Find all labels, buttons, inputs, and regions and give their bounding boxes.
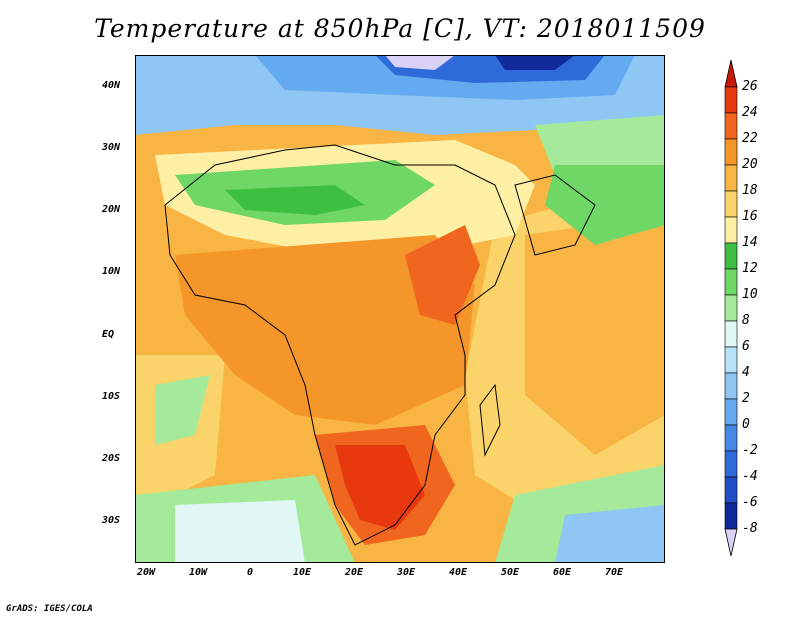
x-axis-label: 10W <box>188 567 208 578</box>
x-axis-label: 40E <box>448 567 468 578</box>
x-axis-label: 50E <box>500 567 520 578</box>
south-atlantic-cold-field <box>175 500 305 563</box>
y-axis-label: EQ <box>102 329 115 340</box>
colorbar-label: 26 <box>742 79 758 94</box>
chart-title: Temperature at 850hPa [C], VT: 201801150… <box>94 14 706 43</box>
x-axis-label: 10E <box>292 567 312 578</box>
colorbar-swatch <box>724 320 738 348</box>
y-axis-label: 20S <box>102 453 121 464</box>
colorbar-swatch <box>724 476 738 504</box>
north-violet-field <box>385 55 455 70</box>
colorbar-swatch <box>724 294 738 322</box>
colorbar <box>724 60 738 557</box>
south-indian-cold-field <box>555 505 665 563</box>
colorbar-swatch <box>724 216 738 244</box>
colorbar-label: 0 <box>742 417 750 432</box>
colorbar-swatch <box>724 372 738 400</box>
grads-credit: GrADS: IGES/COLA <box>6 604 93 614</box>
y-axis-label: 10S <box>102 391 121 402</box>
x-axis-label: 30E <box>396 567 416 578</box>
x-axis-label: 70E <box>604 567 624 578</box>
colorbar-top-triangle <box>724 60 738 88</box>
x-axis-label: 60E <box>552 567 572 578</box>
colorbar-swatch <box>724 502 738 530</box>
colorbar-label: 12 <box>742 261 758 276</box>
colorbar-swatch <box>724 164 738 192</box>
colorbar-swatch <box>724 138 738 166</box>
colorbar-label: 2 <box>742 391 750 406</box>
indian-ocean-warm-field <box>525 215 665 455</box>
x-axis-label: 0 <box>246 567 254 578</box>
x-axis-label: 20W <box>136 567 156 578</box>
africa-coastline <box>164 144 516 546</box>
colorbar-label: 18 <box>742 183 758 198</box>
colorbar-label: -4 <box>742 469 758 484</box>
colorbar-label: 24 <box>742 105 758 120</box>
colorbar-swatch <box>724 398 738 426</box>
colorbar-swatch <box>724 112 738 140</box>
y-axis-label: 30S <box>102 515 121 526</box>
arabia-field <box>545 165 665 245</box>
colorbar-swatch <box>724 242 738 270</box>
colorbar-label: 4 <box>742 365 750 380</box>
madagascar-coastline <box>479 383 501 457</box>
colorbar-label: -2 <box>742 443 758 458</box>
colorbar-label: 10 <box>742 287 758 302</box>
colorbar-swatch <box>724 268 738 296</box>
colorbar-label: 8 <box>742 313 750 328</box>
colorbar-bottom-triangle <box>724 528 738 557</box>
y-axis-label: 40N <box>102 80 121 91</box>
tropical-field <box>175 235 475 425</box>
east-africa-hot-field <box>405 225 480 325</box>
y-axis-label: 20N <box>102 204 121 215</box>
colorbar-label: 14 <box>742 235 758 250</box>
colorbar-label: 6 <box>742 339 750 354</box>
colorbar-swatch <box>724 346 738 374</box>
colorbar-label: -8 <box>742 521 758 536</box>
north-extreme-field <box>495 55 575 70</box>
colorbar-swatch <box>724 450 738 478</box>
southern-africa-hot-field <box>335 445 425 530</box>
temperature-map <box>135 55 665 563</box>
arabia-coastline <box>514 174 596 256</box>
atlantic-cool-field <box>155 375 210 445</box>
colorbar-swatch <box>724 86 738 114</box>
colorbar-label: 20 <box>742 157 758 172</box>
map-canvas <box>135 55 665 563</box>
y-axis-label: 30N <box>102 142 121 153</box>
colorbar-label: 16 <box>742 209 758 224</box>
colorbar-swatch <box>724 190 738 218</box>
sahara-cool-core <box>225 185 365 215</box>
colorbar-label: 22 <box>742 131 758 146</box>
y-axis-label: 10N <box>102 266 121 277</box>
colorbar-swatch <box>724 424 738 452</box>
colorbar-label: -6 <box>742 495 758 510</box>
x-axis-label: 20E <box>344 567 364 578</box>
